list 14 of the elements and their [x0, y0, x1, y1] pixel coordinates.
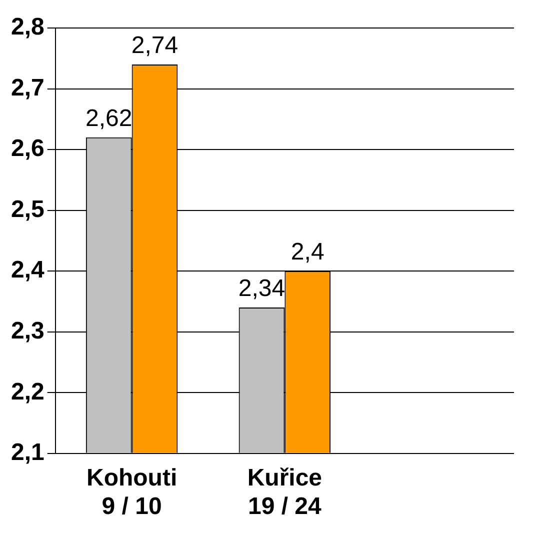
y-tick-label: 2,8 — [10, 14, 44, 41]
y-tick-label: 2,7 — [10, 74, 44, 102]
y-tick-label: 2,1 — [10, 439, 44, 466]
y-tick-label: 2,6 — [10, 135, 44, 162]
data-label: 2,4 — [290, 238, 324, 266]
x-tick-label: Kuřice 19 / 24 — [247, 464, 322, 520]
data-label: 2,62 — [86, 105, 132, 132]
y-tick-label: 2,5 — [10, 196, 44, 223]
y-tick-label: 2,2 — [10, 378, 44, 406]
data-label: 2,74 — [131, 32, 178, 60]
x-tick-label: Kohouti 9 / 10 — [86, 464, 178, 520]
y-tick-label: 2,4 — [10, 256, 46, 284]
y-tick-label: 2,3 — [10, 317, 44, 344]
data-label: 2,34 — [238, 275, 286, 302]
